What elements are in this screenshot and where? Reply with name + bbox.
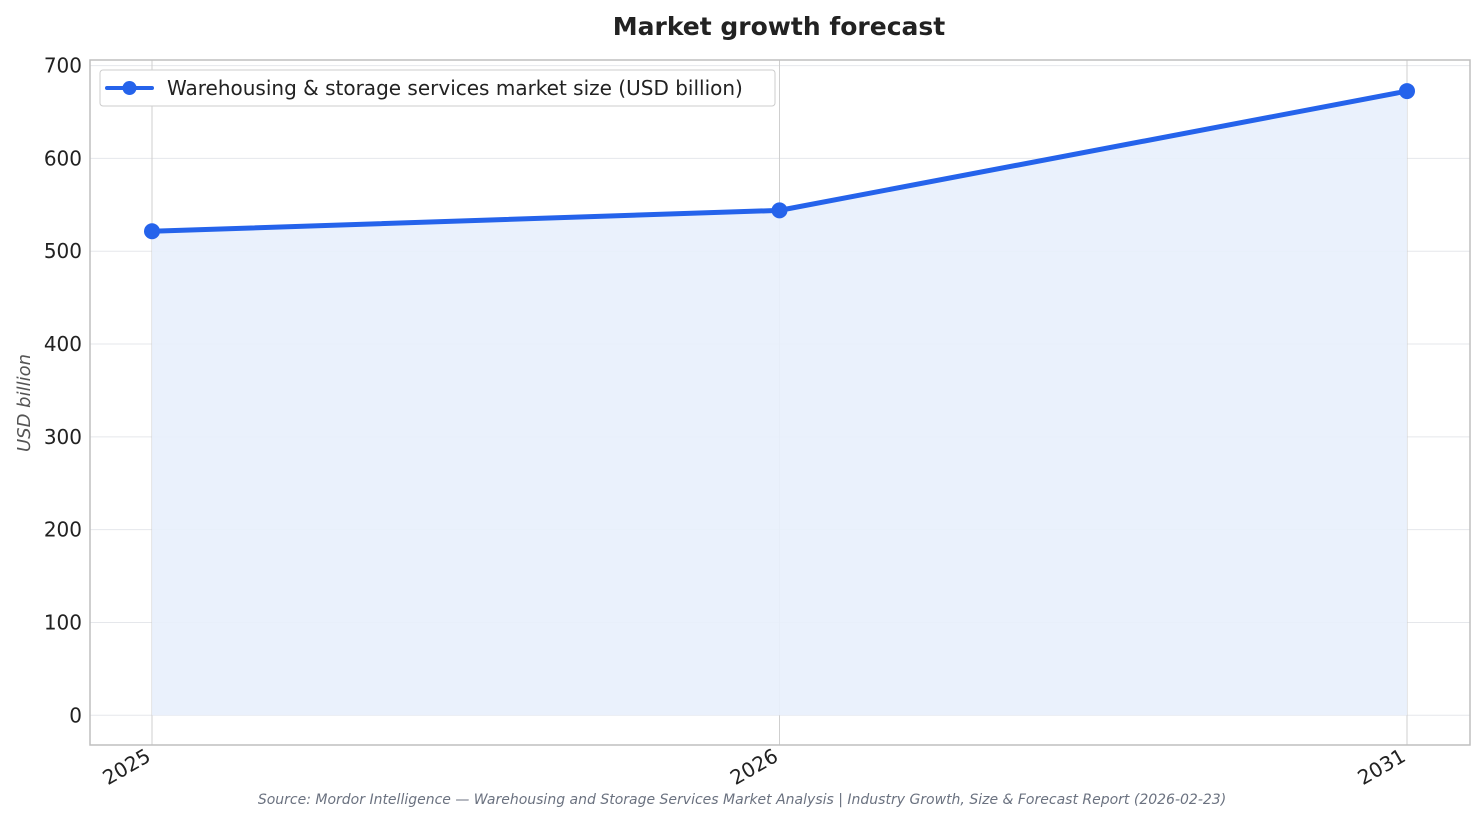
series-layer: [144, 83, 1415, 240]
data-point: [771, 202, 788, 219]
data-point: [144, 223, 160, 240]
y-axis-label: USD billion: [14, 354, 35, 452]
area-fill: [152, 91, 1407, 716]
data-point: [1399, 83, 1415, 100]
y-axis-ticks: 0 100 200 300 400 500 600 700: [44, 54, 82, 728]
x-tick-label: 2026: [726, 744, 782, 790]
y-tick-label: 100: [44, 610, 82, 634]
legend-marker-swatch: [122, 81, 137, 95]
plot-frame: [89, 59, 1471, 746]
y-tick-label: 600: [44, 146, 82, 170]
y-tick-label: 700: [44, 54, 82, 78]
y-tick-label: 200: [44, 518, 82, 542]
y-tick-label: 300: [44, 425, 82, 449]
legend: Warehousing & storage services market si…: [99, 69, 776, 107]
chart-title: Market growth forecast: [613, 12, 945, 41]
x-axis-ticks: 2025 2026 2031: [98, 744, 1409, 790]
x-tick-label: 2025: [98, 744, 154, 790]
x-tick-label: 2031: [1353, 744, 1409, 790]
y-tick-label: 0: [69, 703, 82, 727]
series-area: [152, 91, 1407, 716]
legend-entry-label: Warehousing & storage services market si…: [167, 76, 743, 100]
source-note: Source: Mordor Intelligence — Warehousin…: [258, 792, 1226, 808]
y-tick-label: 500: [44, 239, 82, 263]
legend-box: [99, 69, 776, 107]
y-tick-label: 400: [44, 332, 82, 356]
